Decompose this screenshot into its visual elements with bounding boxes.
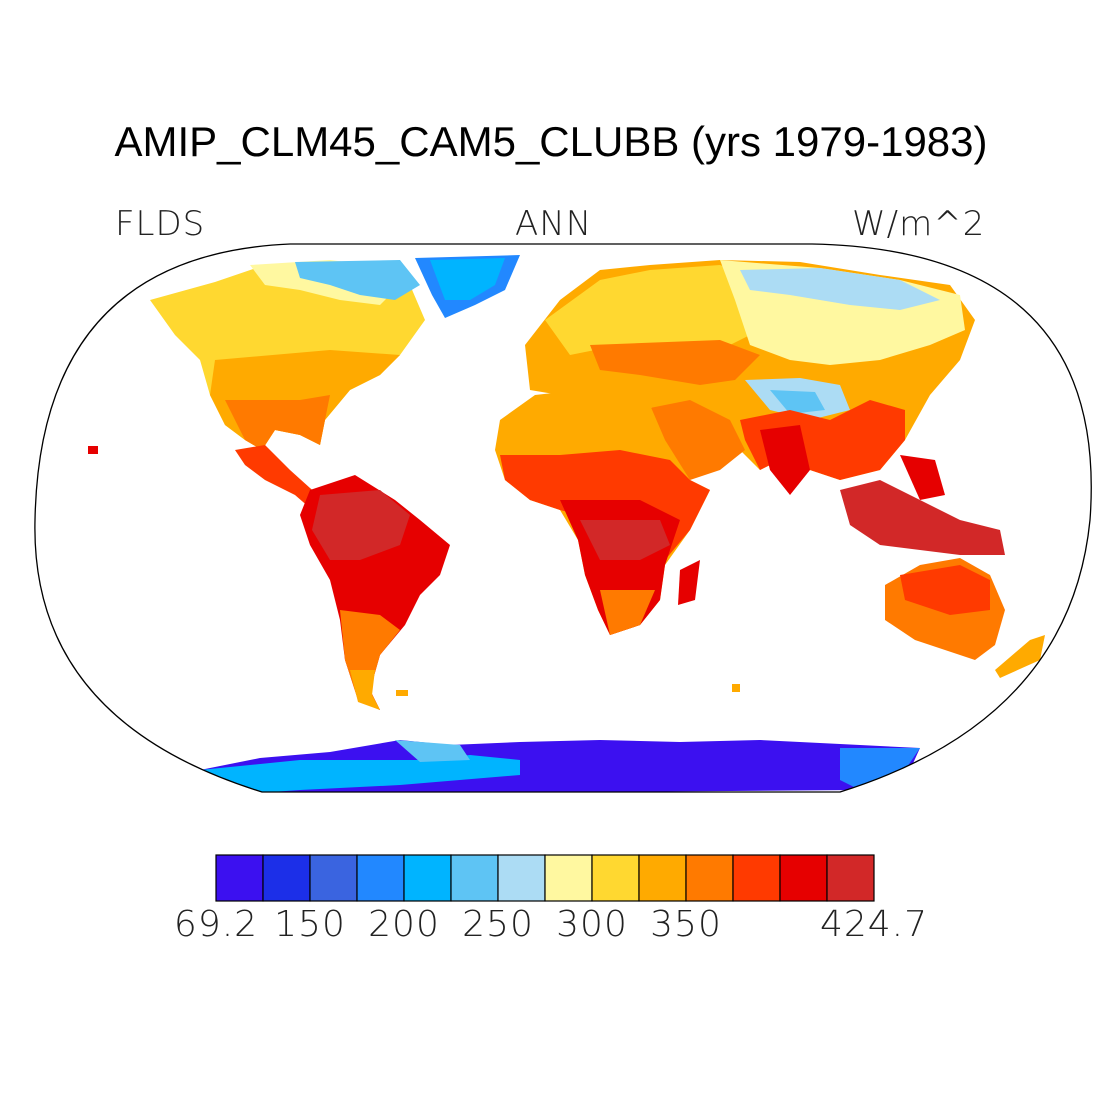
southeast-asia-islands xyxy=(840,480,1005,555)
colorbar-swatch xyxy=(544,854,593,902)
colorbar-tick-label: 200 xyxy=(368,904,440,945)
season-label: ANN xyxy=(515,204,593,244)
colorbar-swatch xyxy=(638,854,687,902)
colorbar-tick-label: 250 xyxy=(462,904,534,945)
colorbar-swatch xyxy=(215,854,264,902)
chart-title: AMIP_CLM45_CAM5_CLUBB (yrs 1979-1983) xyxy=(114,118,988,165)
colorbar-swatch xyxy=(732,854,781,902)
colorbar-tick-label: 424.7 xyxy=(819,904,929,945)
colorbar-swatch xyxy=(403,854,452,902)
colorbar-swatch xyxy=(262,854,311,902)
colorbar-tick-label: 150 xyxy=(274,904,346,945)
colorbar-swatch xyxy=(497,854,546,902)
map-outline xyxy=(34,243,1092,793)
colorbar-swatch xyxy=(826,854,875,902)
colorbar-tick-label: 350 xyxy=(650,904,722,945)
units-label: W/m^2 xyxy=(852,204,986,244)
colorbar-swatch xyxy=(779,854,828,902)
colorbar-swatch xyxy=(309,854,358,902)
colorbar-swatch xyxy=(591,854,640,902)
colorbar-swatch xyxy=(450,854,499,902)
colorbar-tick-label: 69.2 xyxy=(173,904,259,945)
central-america xyxy=(235,445,330,515)
colorbar xyxy=(215,854,875,902)
colorbar-tick-label: 300 xyxy=(556,904,628,945)
colorbar-swatch xyxy=(356,854,405,902)
variable-label: FLDS xyxy=(115,204,206,244)
colorbar-swatch xyxy=(685,854,734,902)
